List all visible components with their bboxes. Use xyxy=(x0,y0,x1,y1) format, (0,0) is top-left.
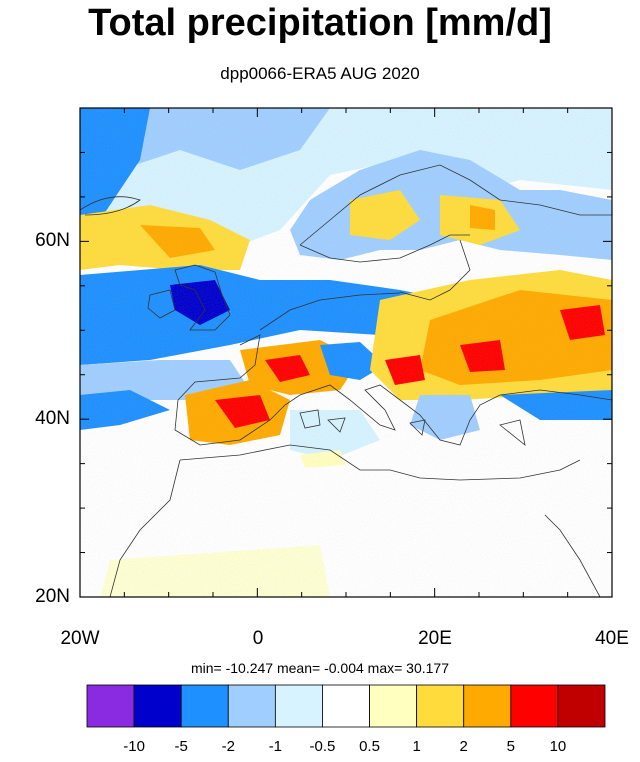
colorbar-tick-label: 10 xyxy=(549,738,567,755)
colorbar-swatch xyxy=(274,684,323,728)
x-tick-label-0: 0 xyxy=(252,628,264,649)
x-tick-label-40e: 40E xyxy=(595,628,629,649)
colorbar-tick-label: 5 xyxy=(506,738,515,755)
colorbar-tick-label: 0.5 xyxy=(359,738,380,755)
precip-field xyxy=(80,108,612,597)
colorbar xyxy=(86,684,606,728)
colorbar-swatch xyxy=(86,684,135,728)
y-tick-label-40n: 40N xyxy=(35,408,70,429)
colorbar-tick-label: 2 xyxy=(459,738,468,755)
colorbar-swatch xyxy=(322,684,370,728)
y-tick-label-20n: 20N xyxy=(35,586,70,607)
colorbar-swatch xyxy=(180,684,229,728)
colorbar-swatch xyxy=(227,684,276,728)
x-tick-label-20e: 20E xyxy=(418,628,452,649)
coastlines xyxy=(80,164,612,597)
colorbar-swatch xyxy=(133,684,182,728)
colorbar-swatch xyxy=(510,684,559,728)
colorbar-tick-label: -0.5 xyxy=(309,738,336,755)
colorbar-swatch xyxy=(557,684,606,728)
colorbar-tick-label: -2 xyxy=(221,738,235,755)
plot-title: Total precipitation [mm/d] xyxy=(88,2,552,44)
colorbar-tick-label: -1 xyxy=(268,738,283,755)
colorbar-swatch xyxy=(416,684,465,728)
colorbar-tick-label: -5 xyxy=(174,738,188,755)
colorbar-tick-label: 1 xyxy=(412,738,421,755)
colorbar-tick-label: -10 xyxy=(123,738,145,755)
map-frame xyxy=(79,107,613,598)
y-tick-label-60n: 60N xyxy=(35,230,70,251)
plot-subtitle: dpp0066-ERA5 AUG 2020 xyxy=(220,64,420,83)
stats-line: min= -10.247 mean= -0.004 max= 30.177 xyxy=(190,660,449,676)
colorbar-swatch xyxy=(369,684,418,728)
colorbar-swatch xyxy=(463,684,512,728)
x-tick-label-20w: 20W xyxy=(60,628,100,649)
